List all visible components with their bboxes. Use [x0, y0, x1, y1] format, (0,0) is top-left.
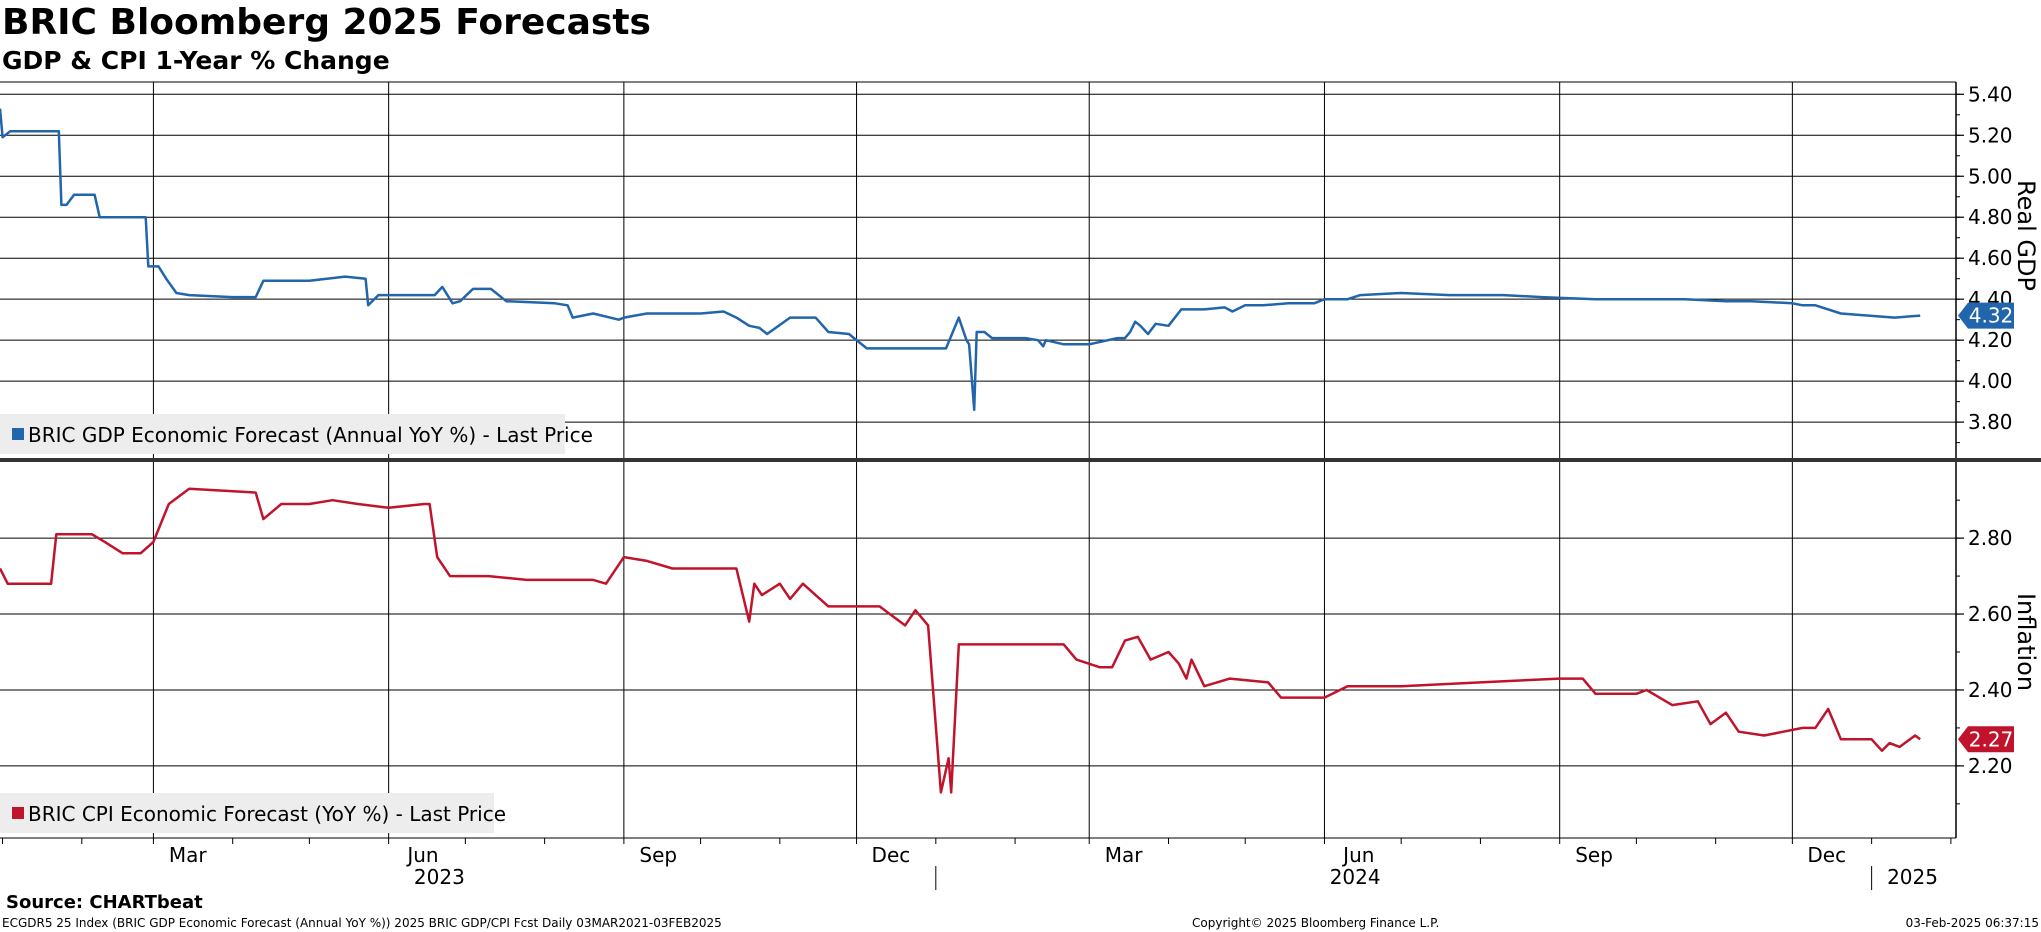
- y-tick-label: 4.00: [1968, 369, 2013, 393]
- x-tick-label: Dec: [872, 843, 911, 867]
- legend-box: [0, 414, 565, 454]
- x-year-label: 2025: [1887, 865, 1938, 889]
- x-tick-label: Jun: [1341, 843, 1374, 867]
- x-tick-label: Sep: [1575, 843, 1613, 867]
- y-axis-title: Real GDP: [2012, 180, 2040, 291]
- last-value-label: 4.32: [1969, 304, 2014, 328]
- legend-swatch: [12, 428, 24, 440]
- legend-swatch: [12, 807, 24, 819]
- series-layer: [0, 108, 1921, 794]
- footer-index-description: ECGDR5 25 Index (BRIC GDP Economic Forec…: [2, 916, 722, 930]
- y-tick-label: 2.40: [1968, 678, 2013, 702]
- y-tick-label: 3.80: [1968, 410, 2013, 434]
- legend-layer: BRIC GDP Economic Forecast (Annual YoY %…: [0, 414, 593, 833]
- chart-subtitle: GDP & CPI 1-Year % Change: [2, 46, 390, 75]
- x-year-label: 2023: [414, 865, 465, 889]
- source-note: Source: CHARTbeat: [6, 892, 203, 913]
- x-tick-label: Dec: [1807, 843, 1846, 867]
- x-axis-layer: Mar Jun Sep Dec Mar Jun Sep Dec 2023 2024 2025: [2, 838, 1952, 890]
- frame-layer: [0, 81, 2041, 839]
- legend-label: BRIC GDP Economic Forecast (Annual YoY %…: [28, 423, 593, 447]
- y-axis-title: Inflation: [2012, 593, 2040, 691]
- y-tick-label: 4.60: [1968, 246, 2013, 270]
- x-tick-label: Jun: [405, 843, 438, 867]
- last-value-badge: [1958, 726, 2014, 753]
- last-value-label: 2.27: [1969, 727, 2014, 751]
- y-tick-label: 2.80: [1968, 526, 2013, 550]
- footer-copyright: Copyright© 2025 Bloomberg Finance L.P.: [1192, 916, 1440, 930]
- series-line: [0, 487, 1921, 794]
- legend-label: BRIC CPI Economic Forecast (YoY %) - Las…: [28, 802, 506, 826]
- y-tick-label: 4.80: [1968, 205, 2013, 229]
- y-tick-label: 2.60: [1968, 602, 2013, 626]
- y-tick-label: 2.20: [1968, 754, 2013, 778]
- footer-timestamp: 03-Feb-2025 06:37:15: [1905, 916, 2039, 930]
- chart-title: BRIC Bloomberg 2025 Forecasts: [2, 2, 651, 43]
- y-axis-layer: 3.804.004.204.404.604.805.005.205.40Real…: [1956, 82, 2040, 805]
- series-line: [0, 108, 1921, 412]
- y-tick-label: 5.40: [1968, 82, 2013, 106]
- y-tick-label: 4.20: [1968, 328, 2013, 352]
- y-tick-label: 5.00: [1968, 164, 2013, 188]
- y-tick-label: 5.20: [1968, 123, 2013, 147]
- x-year-label: 2024: [1330, 865, 1381, 889]
- legend-box: [0, 793, 494, 833]
- x-tick-label: Sep: [639, 843, 677, 867]
- x-tick-label: Mar: [169, 843, 208, 867]
- last-value-badge: [1958, 302, 2014, 329]
- x-tick-label: Mar: [1105, 843, 1144, 867]
